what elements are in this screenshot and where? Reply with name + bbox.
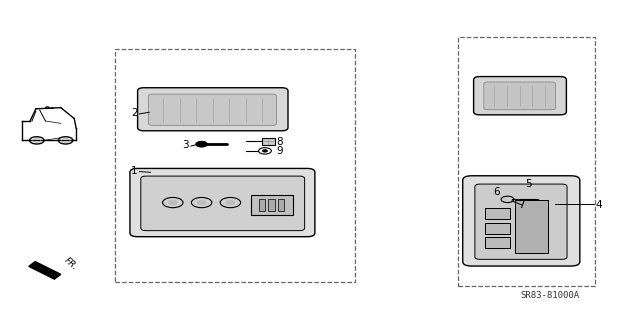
Circle shape [196,141,207,147]
Circle shape [262,150,268,152]
FancyBboxPatch shape [485,237,510,248]
Text: 2: 2 [131,108,138,118]
FancyBboxPatch shape [148,94,276,125]
FancyBboxPatch shape [278,199,284,211]
Text: 3: 3 [182,140,189,150]
Circle shape [51,108,53,109]
FancyBboxPatch shape [474,77,566,115]
Text: 9: 9 [276,146,283,156]
Text: 7: 7 [518,200,525,210]
FancyBboxPatch shape [485,208,510,219]
Text: 1: 1 [131,166,138,176]
Text: 8: 8 [276,137,283,146]
FancyBboxPatch shape [484,82,556,110]
Text: 4: 4 [595,200,602,210]
Circle shape [197,200,206,205]
Text: 6: 6 [493,187,499,197]
Circle shape [168,200,177,205]
Circle shape [226,200,235,205]
FancyBboxPatch shape [130,168,315,237]
Text: 5: 5 [525,179,531,189]
FancyBboxPatch shape [251,195,293,215]
FancyBboxPatch shape [259,199,265,211]
FancyBboxPatch shape [515,200,548,253]
FancyBboxPatch shape [138,88,288,131]
FancyBboxPatch shape [463,176,580,266]
Polygon shape [29,262,61,279]
FancyBboxPatch shape [141,176,305,231]
Text: SR83-81000A: SR83-81000A [521,291,580,300]
FancyBboxPatch shape [268,199,275,211]
Text: FR.: FR. [63,256,79,272]
FancyBboxPatch shape [475,184,567,259]
FancyBboxPatch shape [262,138,275,145]
FancyBboxPatch shape [485,223,510,234]
